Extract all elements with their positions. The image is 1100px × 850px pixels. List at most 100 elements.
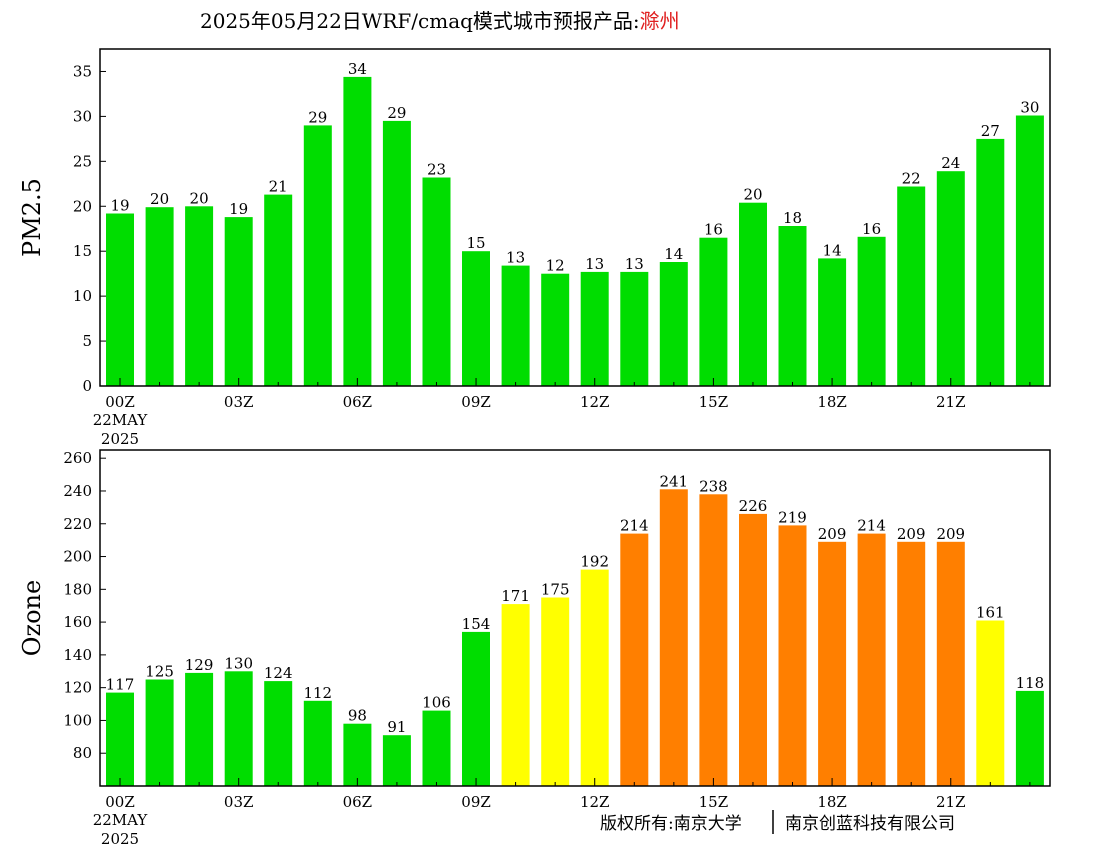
bar-value-label: 209	[936, 525, 965, 543]
bar	[462, 631, 490, 786]
bar	[1015, 115, 1044, 386]
bar	[303, 125, 332, 387]
bar-value-label: 209	[818, 525, 847, 543]
x-tick-label: 21Z	[936, 793, 966, 811]
bar	[699, 237, 728, 386]
bar	[976, 620, 1005, 786]
bar	[343, 723, 372, 786]
y-tick-label: 35	[73, 62, 92, 80]
y-axis-title: PM2.5	[18, 178, 46, 257]
x-tick-label: 12Z	[580, 793, 610, 811]
bar-value-label: 29	[387, 104, 406, 122]
y-tick-label: 200	[63, 548, 92, 566]
bar	[936, 171, 965, 386]
x-tick-label: 09Z	[461, 393, 491, 411]
bar	[897, 186, 926, 386]
bar	[857, 236, 886, 386]
x-date-year: 2025	[101, 430, 139, 448]
bar-value-label: 238	[699, 477, 728, 495]
copyright-text: 版权所有:南京大学	[600, 814, 742, 834]
bar	[106, 692, 134, 786]
y-tick-label: 25	[73, 152, 92, 170]
copyright-prefix: 版权所有:	[600, 814, 674, 834]
bar	[976, 138, 1005, 386]
bar-value-label: 175	[541, 581, 570, 599]
bar	[501, 265, 530, 386]
x-tick-label: 12Z	[580, 393, 610, 411]
bar	[778, 226, 807, 386]
bar-value-label: 20	[743, 186, 762, 204]
x-tick-label: 06Z	[343, 793, 373, 811]
y-tick-label: 180	[63, 580, 92, 598]
bar	[303, 700, 332, 786]
bar-value-label: 112	[303, 684, 332, 702]
bar	[580, 569, 609, 786]
bar	[739, 202, 767, 386]
y-tick-label: 220	[63, 515, 92, 533]
y-tick-label: 5	[82, 332, 92, 350]
bar	[422, 710, 451, 786]
bar-value-label: 27	[981, 122, 1000, 140]
y-tick-label: 120	[63, 679, 92, 697]
bar-value-label: 214	[857, 517, 886, 535]
bar	[382, 735, 411, 786]
bar-value-label: 209	[897, 525, 926, 543]
bar-value-label: 219	[778, 508, 807, 526]
bar	[659, 262, 688, 386]
x-tick-label: 15Z	[699, 793, 729, 811]
bar-value-label: 20	[190, 189, 209, 207]
x-tick-label: 03Z	[224, 793, 254, 811]
bar	[462, 251, 490, 386]
bar	[382, 120, 411, 387]
x-tick-label: 15Z	[699, 393, 729, 411]
bar	[580, 271, 609, 386]
y-tick-label: 15	[73, 242, 92, 260]
y-axis-title: Ozone	[18, 580, 46, 656]
bar	[185, 672, 214, 786]
bar-value-label: 117	[106, 676, 135, 694]
bar-value-label: 14	[823, 241, 842, 259]
x-tick-label: 00Z	[105, 393, 135, 411]
chart-title: 2025年05月22日WRF/cmaq模式城市预报产品:滁州	[200, 9, 680, 33]
bar	[264, 194, 293, 386]
bar-value-label: 171	[501, 587, 530, 605]
bar-value-label: 22	[902, 170, 921, 188]
plot-frame	[99, 449, 1051, 787]
bar	[106, 213, 134, 386]
x-tick-label: 09Z	[461, 793, 491, 811]
bar	[620, 271, 649, 386]
y-tick-label: 260	[63, 449, 92, 467]
bar-value-label: 14	[664, 245, 683, 263]
pm25-panel: 19 20 20 19 21 29 34 29 23 15 13 12 13 13 14 16 20 18 14 16…	[18, 48, 1051, 448]
bar	[185, 206, 214, 386]
bar-value-label: 130	[224, 654, 253, 672]
bar	[1015, 690, 1044, 786]
bar	[818, 258, 847, 386]
bar-value-label: 214	[620, 517, 649, 535]
bar	[541, 597, 570, 786]
bar-value-label: 16	[704, 221, 723, 239]
bar	[264, 681, 293, 786]
y-tick-label: 160	[63, 613, 92, 631]
y-tick-label: 240	[63, 482, 92, 500]
bar-value-label: 30	[1020, 99, 1039, 117]
bar-value-label: 21	[269, 178, 288, 196]
bar-value-label: 118	[1016, 674, 1045, 692]
bar	[936, 541, 965, 786]
bar-value-label: 106	[422, 694, 451, 712]
bar	[224, 217, 253, 386]
bar	[224, 671, 253, 786]
bar-value-label: 125	[145, 663, 174, 681]
bar-value-label: 129	[185, 656, 214, 674]
bar	[659, 489, 688, 786]
bar	[699, 494, 728, 786]
x-tick-label: 06Z	[343, 393, 373, 411]
bar-value-label: 241	[659, 472, 688, 490]
x-tick-label: 18Z	[817, 393, 847, 411]
ozone-panel: 117 125 129 130 124 112 98 91 106 154 171 175 192 214…	[18, 449, 1051, 848]
bar	[145, 679, 174, 786]
bar-value-label: 24	[941, 154, 960, 172]
bar-value-label: 16	[862, 220, 881, 238]
bar-value-label: 98	[348, 707, 367, 725]
chart-title-city: 滁州	[640, 9, 680, 33]
